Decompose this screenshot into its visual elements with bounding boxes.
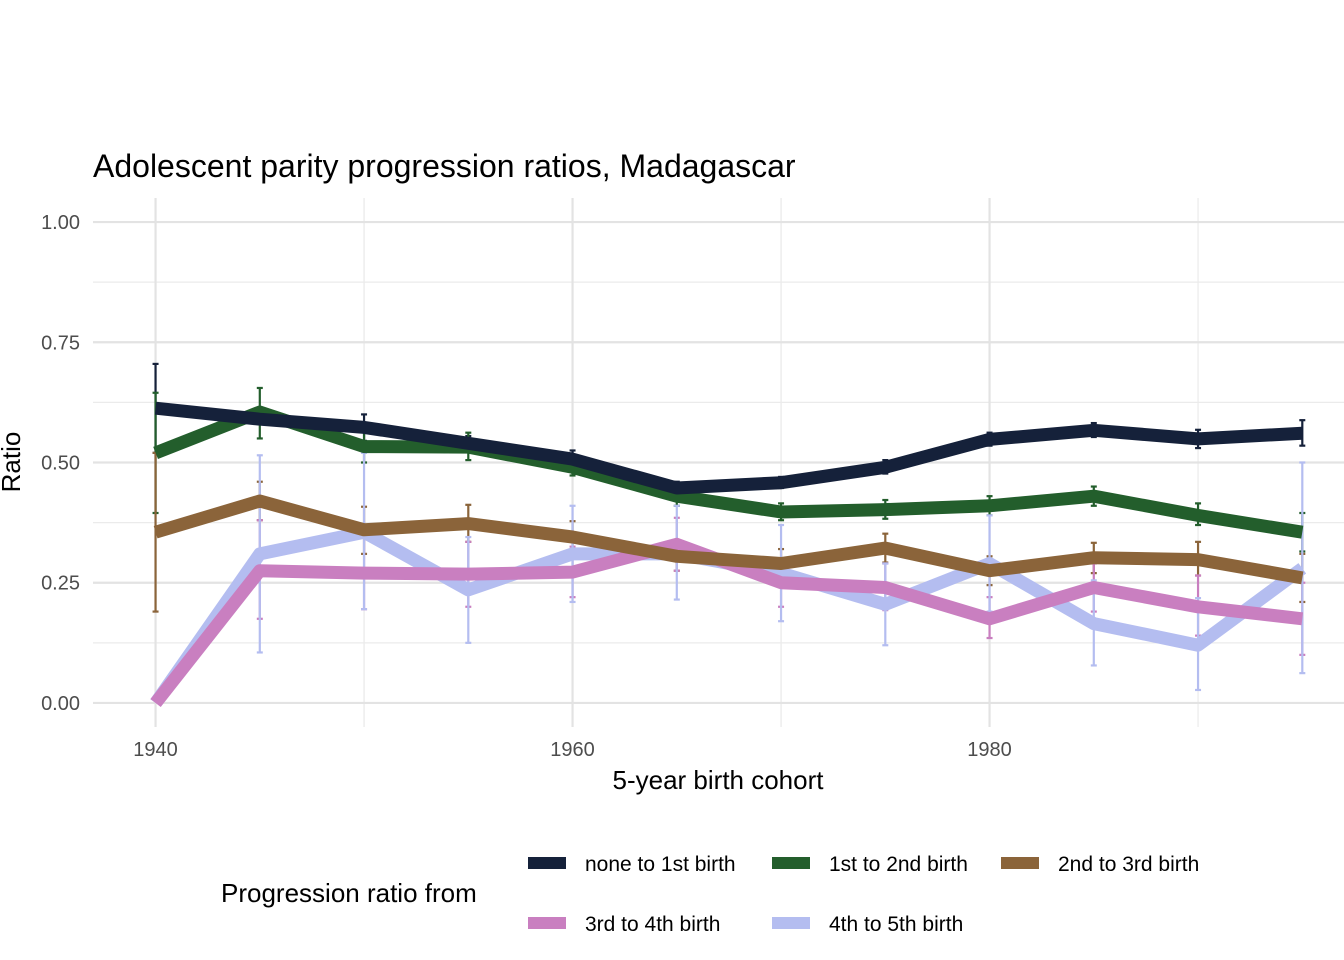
legend-item: 3rd to 4th birth [528, 913, 720, 936]
series-line-1 [153, 405, 1304, 539]
x-tick-label: 1980 [967, 739, 1012, 761]
legend: none to 1st birth 1st to 2nd birth 2nd to … [528, 853, 1199, 936]
y-tick-label: 0.00 [41, 693, 80, 715]
y-tick-label: 0.75 [41, 332, 80, 354]
series-line-2 [153, 494, 1304, 585]
y-axis-ticks: 0.00 0.25 0.50 0.75 1.00 [41, 212, 80, 715]
y-axis-title: Ratio [0, 432, 26, 493]
y-tick-label: 0.50 [41, 453, 80, 475]
series-line-0 [154, 401, 1303, 495]
x-tick-label: 1960 [550, 739, 595, 761]
error-bars-1 [152, 386, 1306, 553]
legend-label: none to 1st birth [585, 853, 736, 876]
series-lines [150, 401, 1307, 708]
legend-title: Progression ratio from [221, 878, 477, 908]
legend-label: 4th to 5th birth [829, 913, 963, 936]
grid [93, 198, 1344, 727]
legend-item: 1st to 2nd birth [772, 853, 968, 876]
series-line-3 [150, 537, 1304, 708]
error-bars-2 [152, 451, 1306, 613]
legend-item: 4th to 5th birth [772, 913, 963, 936]
x-tick-label: 1940 [133, 739, 178, 761]
x-axis-title: 5-year birth cohort [613, 765, 825, 795]
legend-label: 2nd to 3rd birth [1058, 853, 1199, 876]
chart-title: Adolescent parity progression ratios, Ma… [93, 148, 796, 184]
error-bars [152, 362, 1306, 692]
legend-label: 1st to 2nd birth [829, 853, 968, 876]
x-axis-ticks: 1940 1960 1980 [133, 739, 1011, 761]
y-tick-label: 1.00 [41, 212, 80, 234]
legend-item: 2nd to 3rd birth [1001, 853, 1199, 876]
y-tick-label: 0.25 [41, 573, 80, 595]
legend-item: none to 1st birth [528, 853, 736, 876]
legend-label: 3rd to 4th birth [585, 913, 720, 936]
